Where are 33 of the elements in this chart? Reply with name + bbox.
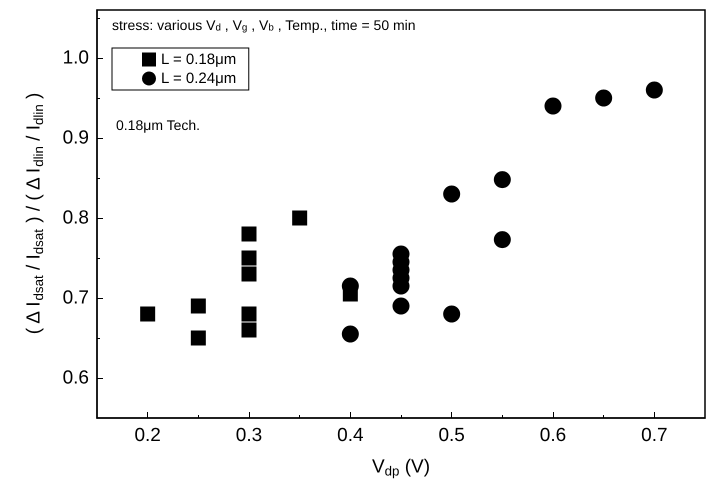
y-tick-label: 0.9 [62,128,89,148]
x-tick-label: 0.6 [540,425,566,446]
y-tick-label: 0.7 [62,288,89,308]
point [190,298,206,314]
point [544,98,562,114]
annotation: 0.18μm Tech. [116,117,200,133]
point [140,306,156,322]
x-tick-label: 0.2 [134,425,161,446]
point [242,226,256,242]
point [242,266,256,282]
point [242,250,256,266]
point [595,90,612,106]
point [443,306,460,322]
text: ( Δ Idsat / Idsat ) / ( Δ Idlin / Idlin ) [24,92,46,334]
legend-label: L = 0.18μm [161,51,236,68]
point [494,171,511,188]
point [342,326,359,342]
point [242,322,256,338]
legend-label: L = 0.24μm [161,70,236,87]
point [190,330,206,346]
x-tick-label: 0.3 [236,425,262,446]
point [392,298,410,314]
x-tick-label: 0.4 [337,425,364,446]
point [242,306,256,322]
x-tick-label: 0.5 [438,425,465,446]
point [646,82,663,98]
y-tick-label: 0.6 [62,368,89,388]
point [292,210,308,226]
point [494,231,511,248]
y-tick-label: 0.8 [62,208,89,228]
y-tick-label: 1.0 [62,48,89,68]
x-tick-label: 0.7 [641,425,668,446]
point [443,186,460,202]
